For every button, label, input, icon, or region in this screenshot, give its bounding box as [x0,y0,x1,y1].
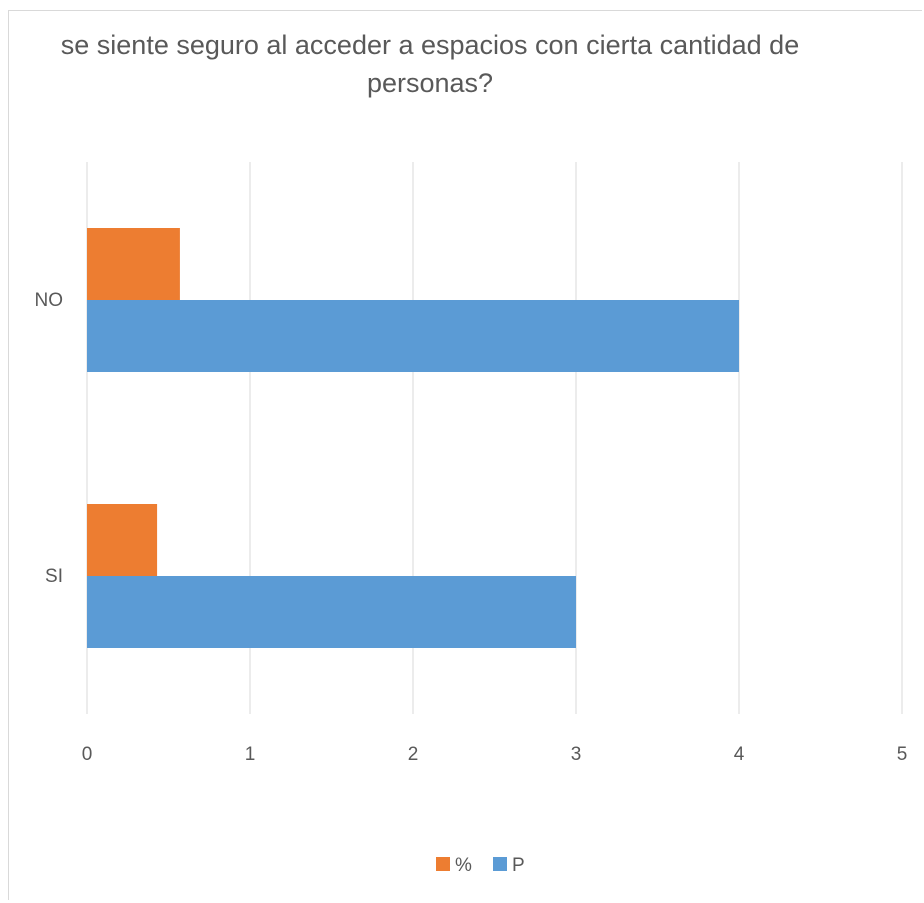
bar-percent-no [87,228,180,300]
category-label: SI [45,566,63,587]
x-tick-label: 3 [571,744,582,765]
x-tick-label: 0 [82,744,93,765]
legend-label: P [512,855,525,876]
legend-label: % [455,855,472,876]
category-labels: NO SI [35,290,64,587]
legend-swatch [436,857,450,871]
chart-title: se siente seguro al acceder a espacios c… [60,30,800,98]
legend: % P [436,855,525,876]
x-tick-label: 5 [897,744,908,765]
x-tick-label: 2 [408,744,419,765]
x-tick-label: 4 [734,744,745,765]
x-tick-labels: 0 1 2 3 4 5 [82,744,908,765]
category-label: NO [35,290,64,311]
x-tick-label: 1 [245,744,256,765]
bar-p-si [87,576,576,648]
chart-frame [8,10,922,900]
bar-percent-si [87,504,158,576]
bars [87,228,739,648]
bar-p-no [87,300,739,372]
legend-swatch [493,857,507,871]
